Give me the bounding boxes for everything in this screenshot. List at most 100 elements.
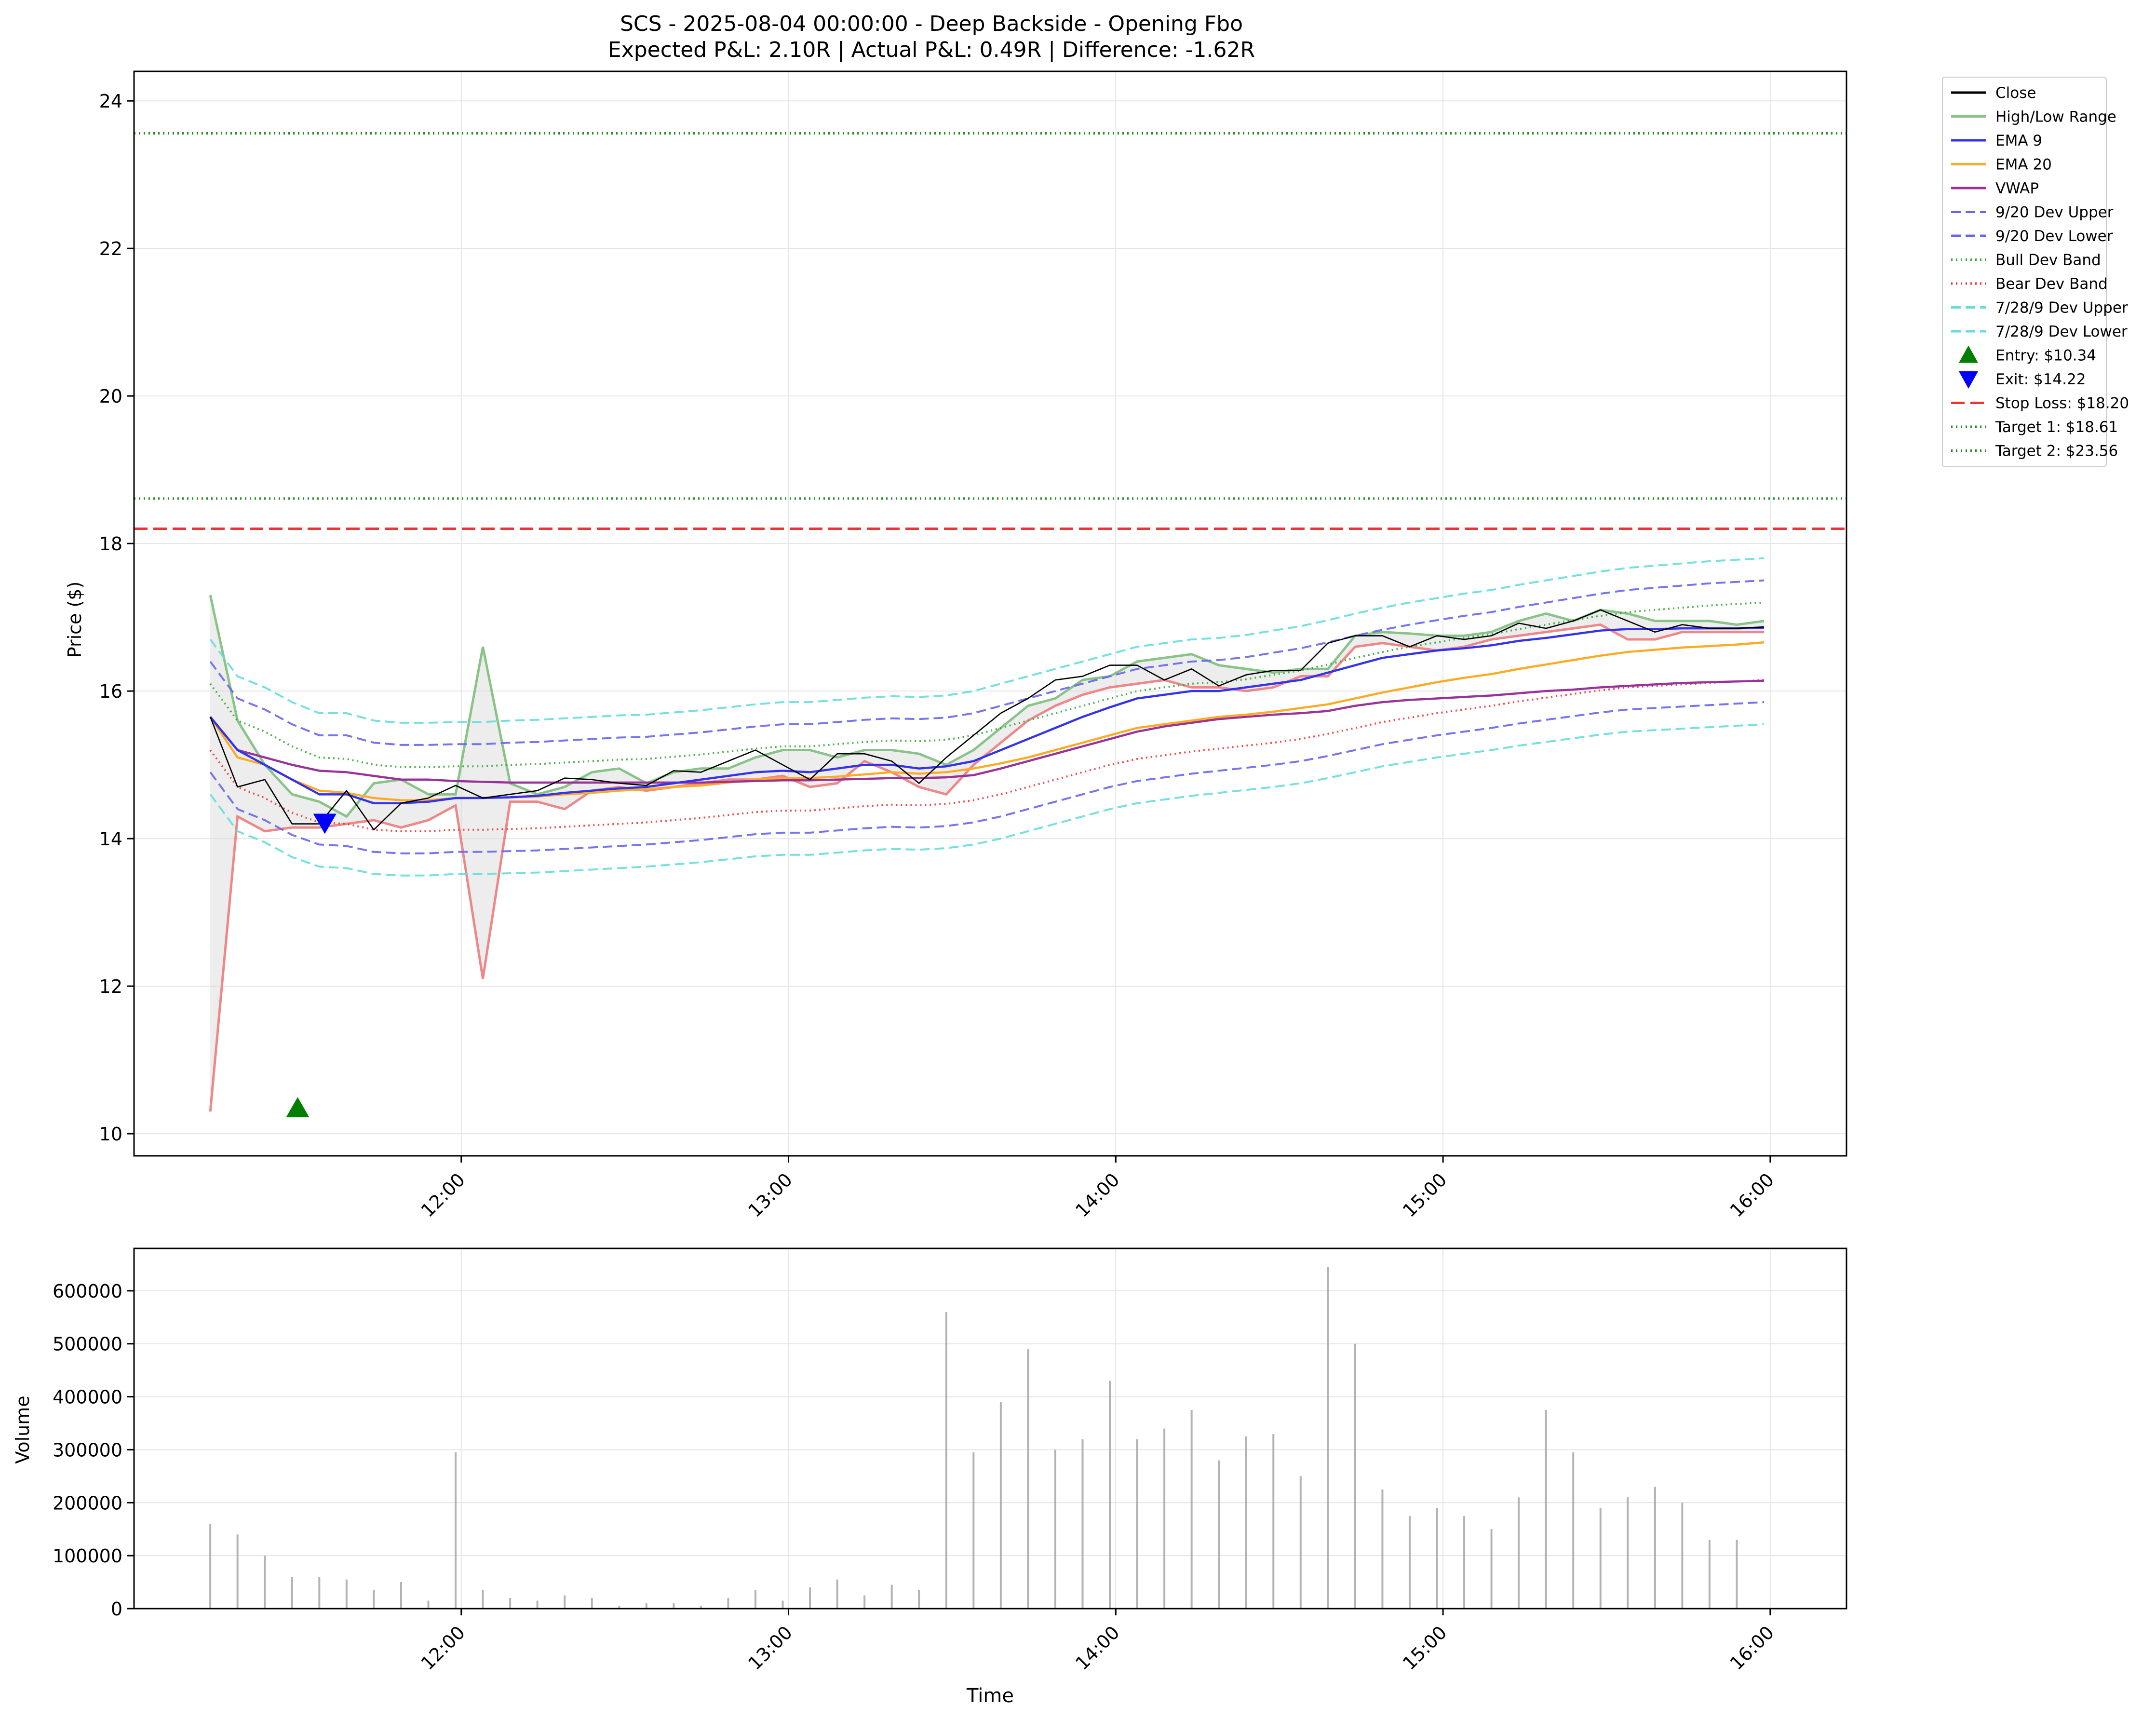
volume-bar — [318, 1577, 321, 1609]
legend-box — [1942, 77, 2107, 467]
volume-bar — [1463, 1516, 1466, 1609]
legend-label: Bull Dev Band — [1995, 252, 2101, 269]
volume-bar — [999, 1402, 1002, 1609]
volume-bar — [509, 1598, 512, 1609]
volume-bar — [1354, 1343, 1356, 1609]
legend-label: 7/28/9 Dev Lower — [1995, 323, 2128, 340]
legend-label: Target 2: $23.56 — [1995, 443, 2118, 460]
volume-bar — [1518, 1497, 1520, 1609]
volume-bar — [618, 1606, 620, 1609]
volume-bar — [1218, 1460, 1220, 1609]
volume-bar — [482, 1590, 484, 1609]
legend-label: 9/20 Dev Lower — [1995, 228, 2113, 245]
volume-bar — [236, 1534, 239, 1609]
volume-axis-label: Volume — [12, 1395, 33, 1463]
price-ytick-label: 20 — [99, 386, 122, 407]
volume-bar — [1681, 1503, 1684, 1609]
volume-bar — [1027, 1349, 1029, 1609]
series-line-6 — [209, 601, 1765, 768]
legend-label: High/Low Range — [1995, 108, 2116, 126]
price-ytick-label: 24 — [99, 91, 122, 112]
price-ytick-label: 16 — [99, 681, 122, 702]
volume-bar — [673, 1603, 675, 1609]
volume-bar — [863, 1595, 866, 1609]
legend-label: 7/28/9 Dev Upper — [1995, 299, 2128, 317]
volume-bar — [782, 1600, 784, 1609]
volume-bar — [700, 1606, 702, 1609]
series-line-8 — [209, 557, 1765, 724]
legend-label: 9/20 Dev Upper — [1995, 204, 2114, 221]
volume-bar — [209, 1524, 212, 1609]
high-line — [209, 595, 1765, 818]
volume-bar — [291, 1577, 293, 1609]
volume-bar — [564, 1595, 566, 1609]
volume-bar — [536, 1600, 539, 1609]
entry-marker — [286, 1097, 310, 1118]
price-ytick-label: 22 — [99, 238, 122, 259]
series-line-4 — [209, 579, 1765, 746]
volume-bar — [727, 1598, 729, 1609]
volume-bar — [1599, 1508, 1602, 1609]
legend-label: Close — [1995, 84, 2036, 102]
price-axis-label: Price ($) — [64, 582, 85, 658]
volume-bar — [836, 1579, 838, 1609]
volume-ytick-label: 500000 — [53, 1334, 122, 1355]
volume-bar — [1109, 1381, 1111, 1609]
series-line-3 — [209, 679, 1765, 784]
volume-bar — [645, 1603, 647, 1609]
volume-bar — [427, 1600, 430, 1609]
low-line — [209, 623, 1765, 1112]
price-ytick-label: 18 — [99, 533, 122, 555]
volume-bar — [945, 1312, 947, 1609]
legend-label: Exit: $14.22 — [1995, 371, 2086, 388]
volume-bar — [1136, 1439, 1138, 1609]
volume-bar — [890, 1585, 893, 1609]
legend-swatch — [1959, 345, 1978, 363]
volume-bar — [1654, 1487, 1656, 1609]
legend-label: Target 1: $18.61 — [1995, 419, 2118, 436]
volume-bar — [1490, 1529, 1493, 1609]
series-line-7 — [209, 679, 1765, 832]
legend-label: VWAP — [1995, 180, 2039, 197]
volume-bar — [1081, 1439, 1084, 1609]
volume-bar — [1736, 1540, 1738, 1609]
legend-label: EMA 20 — [1995, 156, 2052, 174]
volume-bar — [1572, 1452, 1575, 1609]
series-line-5 — [209, 701, 1765, 854]
volume-bar — [1545, 1410, 1547, 1609]
volume-bar — [1163, 1428, 1166, 1609]
exit-marker — [313, 813, 337, 834]
volume-ytick-label: 300000 — [53, 1439, 122, 1461]
price-ytick-label: 14 — [99, 828, 122, 850]
volume-bar — [400, 1582, 402, 1609]
volume-bar — [1708, 1540, 1711, 1609]
volume-ytick-label: 100000 — [53, 1545, 122, 1567]
volume-bar — [1408, 1516, 1411, 1609]
volume-bar — [809, 1587, 811, 1609]
series-line-9 — [209, 723, 1765, 877]
volume-bar — [373, 1590, 375, 1609]
volume-ytick-label: 200000 — [53, 1492, 122, 1514]
legend-label: Stop Loss: $18.20 — [1995, 395, 2129, 412]
volume-bar — [1436, 1508, 1438, 1609]
legend: Close High/Low Range EMA 9 EMA 20 VWAP 9/20 D… — [1942, 77, 2129, 467]
volume-bar — [1190, 1410, 1193, 1609]
price-axes-frame — [133, 70, 1847, 1157]
volume-axes-frame — [133, 1247, 1847, 1610]
price-ytick-label: 10 — [99, 1124, 122, 1145]
volume-bar — [1381, 1489, 1384, 1609]
legend-swatch — [1959, 371, 1978, 389]
time-axis-label: Time — [966, 1685, 1014, 1707]
chart-subtitle: Expected P&L: 2.10R | Actual P&L: 0.49R … — [608, 38, 1255, 62]
volume-ytick-label: 400000 — [53, 1387, 122, 1408]
chart-title: SCS - 2025-08-04 00:00:00 - Deep Backsid… — [620, 12, 1243, 36]
legend-label: EMA 9 — [1995, 132, 2042, 149]
volume-bar — [918, 1590, 920, 1609]
volume-bar — [1272, 1434, 1275, 1609]
volume-bar — [1054, 1449, 1056, 1609]
volume-ytick-label: 600000 — [53, 1281, 122, 1302]
series-line-0 — [209, 609, 1765, 831]
volume-bar — [455, 1452, 457, 1609]
